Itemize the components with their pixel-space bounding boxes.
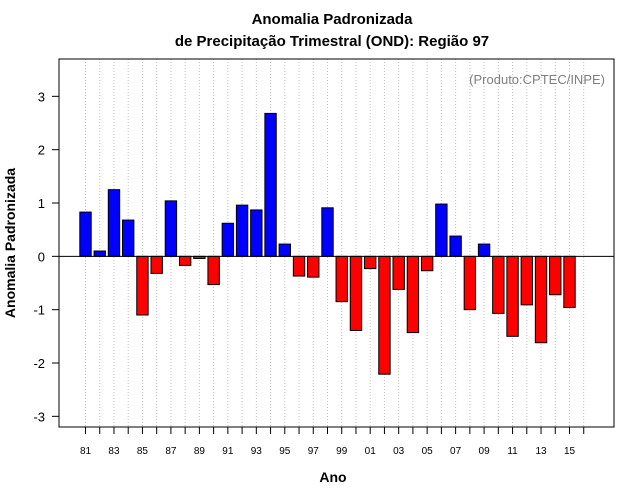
bar-2008 <box>463 255 477 311</box>
bar-1988 <box>178 255 192 266</box>
chart-title-line2: de Precipitação Trimestral (OND): Região… <box>175 33 489 50</box>
bar-1993 <box>250 209 263 257</box>
source-label: (Produto:CPTEC/INPE) <box>469 72 605 87</box>
bar-2013 <box>534 255 548 344</box>
x-tick-label: 81 <box>80 446 92 457</box>
bar-1992 <box>235 204 249 257</box>
x-tick-label: 99 <box>336 446 348 457</box>
bar-1998 <box>321 207 334 257</box>
bar-2007 <box>449 235 462 257</box>
x-axis: 81 83 85 87 89 91 93 95 97 99 01 03 05 07 09 11 13 15 <box>80 427 585 457</box>
bar-1986 <box>150 255 163 274</box>
bar-1983 <box>107 189 121 257</box>
chart-title-line1: Anomalia Padronizada <box>252 11 414 28</box>
bar-1982 <box>93 250 106 257</box>
x-tick-label: 87 <box>165 446 177 457</box>
bar-2006 <box>435 203 448 257</box>
bar-1984 <box>122 219 135 257</box>
x-tick-label: 93 <box>251 446 263 457</box>
bar-1990 <box>207 255 220 286</box>
bar-1987 <box>164 200 178 257</box>
x-tick-label: 05 <box>422 446 434 457</box>
bar-2005 <box>420 255 434 272</box>
y-axis-label: Anomalia Padronizada <box>2 168 18 318</box>
x-tick-label: 91 <box>222 446 234 457</box>
bar-2010 <box>492 255 505 314</box>
x-tick-label: 85 <box>137 446 149 457</box>
y-tick-label: 0 <box>38 249 45 264</box>
x-tick-label: 83 <box>108 446 120 457</box>
bar-1985 <box>136 255 149 316</box>
bar-2000 <box>349 255 363 331</box>
bar-2009 <box>477 243 491 257</box>
x-tick-label: 11 <box>507 446 518 457</box>
y-tick-label: 1 <box>38 196 45 211</box>
bar-2015 <box>563 255 576 309</box>
y-tick-label: -2 <box>33 356 45 371</box>
y-axis: -3 -2 -1 0 1 2 3 <box>33 89 59 424</box>
bar-1981 <box>79 211 92 257</box>
plot-frame <box>58 58 615 428</box>
bar-2003 <box>392 255 405 290</box>
x-tick-label: 09 <box>479 446 491 457</box>
bar-2012 <box>520 255 533 306</box>
bar-1999 <box>335 255 348 303</box>
x-tick-label: 97 <box>308 446 320 457</box>
y-tick-label: 3 <box>38 89 45 104</box>
x-tick-label: 01 <box>365 446 377 457</box>
bar-1994 <box>264 112 277 257</box>
grid-lines <box>85 59 585 427</box>
y-tick-label: -1 <box>33 303 45 318</box>
x-axis-label: Ano <box>319 469 346 485</box>
bar-2011 <box>506 255 519 337</box>
x-tick-label: 89 <box>194 446 206 457</box>
bar-1995 <box>278 243 291 257</box>
bar-2002 <box>378 255 391 375</box>
x-tick-label: 03 <box>393 446 405 457</box>
x-tick-label: 07 <box>450 446 462 457</box>
y-tick-label: 2 <box>38 143 45 158</box>
bar-1996 <box>292 255 306 277</box>
x-tick-label: 13 <box>535 446 547 457</box>
y-tick-label: -3 <box>33 409 45 424</box>
bar-1997 <box>307 255 320 278</box>
bar-2014 <box>549 255 562 296</box>
bar-2004 <box>406 255 420 334</box>
x-tick-label: 95 <box>279 446 291 457</box>
bar-1991 <box>221 222 235 257</box>
x-tick-label: 15 <box>564 446 576 457</box>
bar-2001 <box>364 255 377 270</box>
